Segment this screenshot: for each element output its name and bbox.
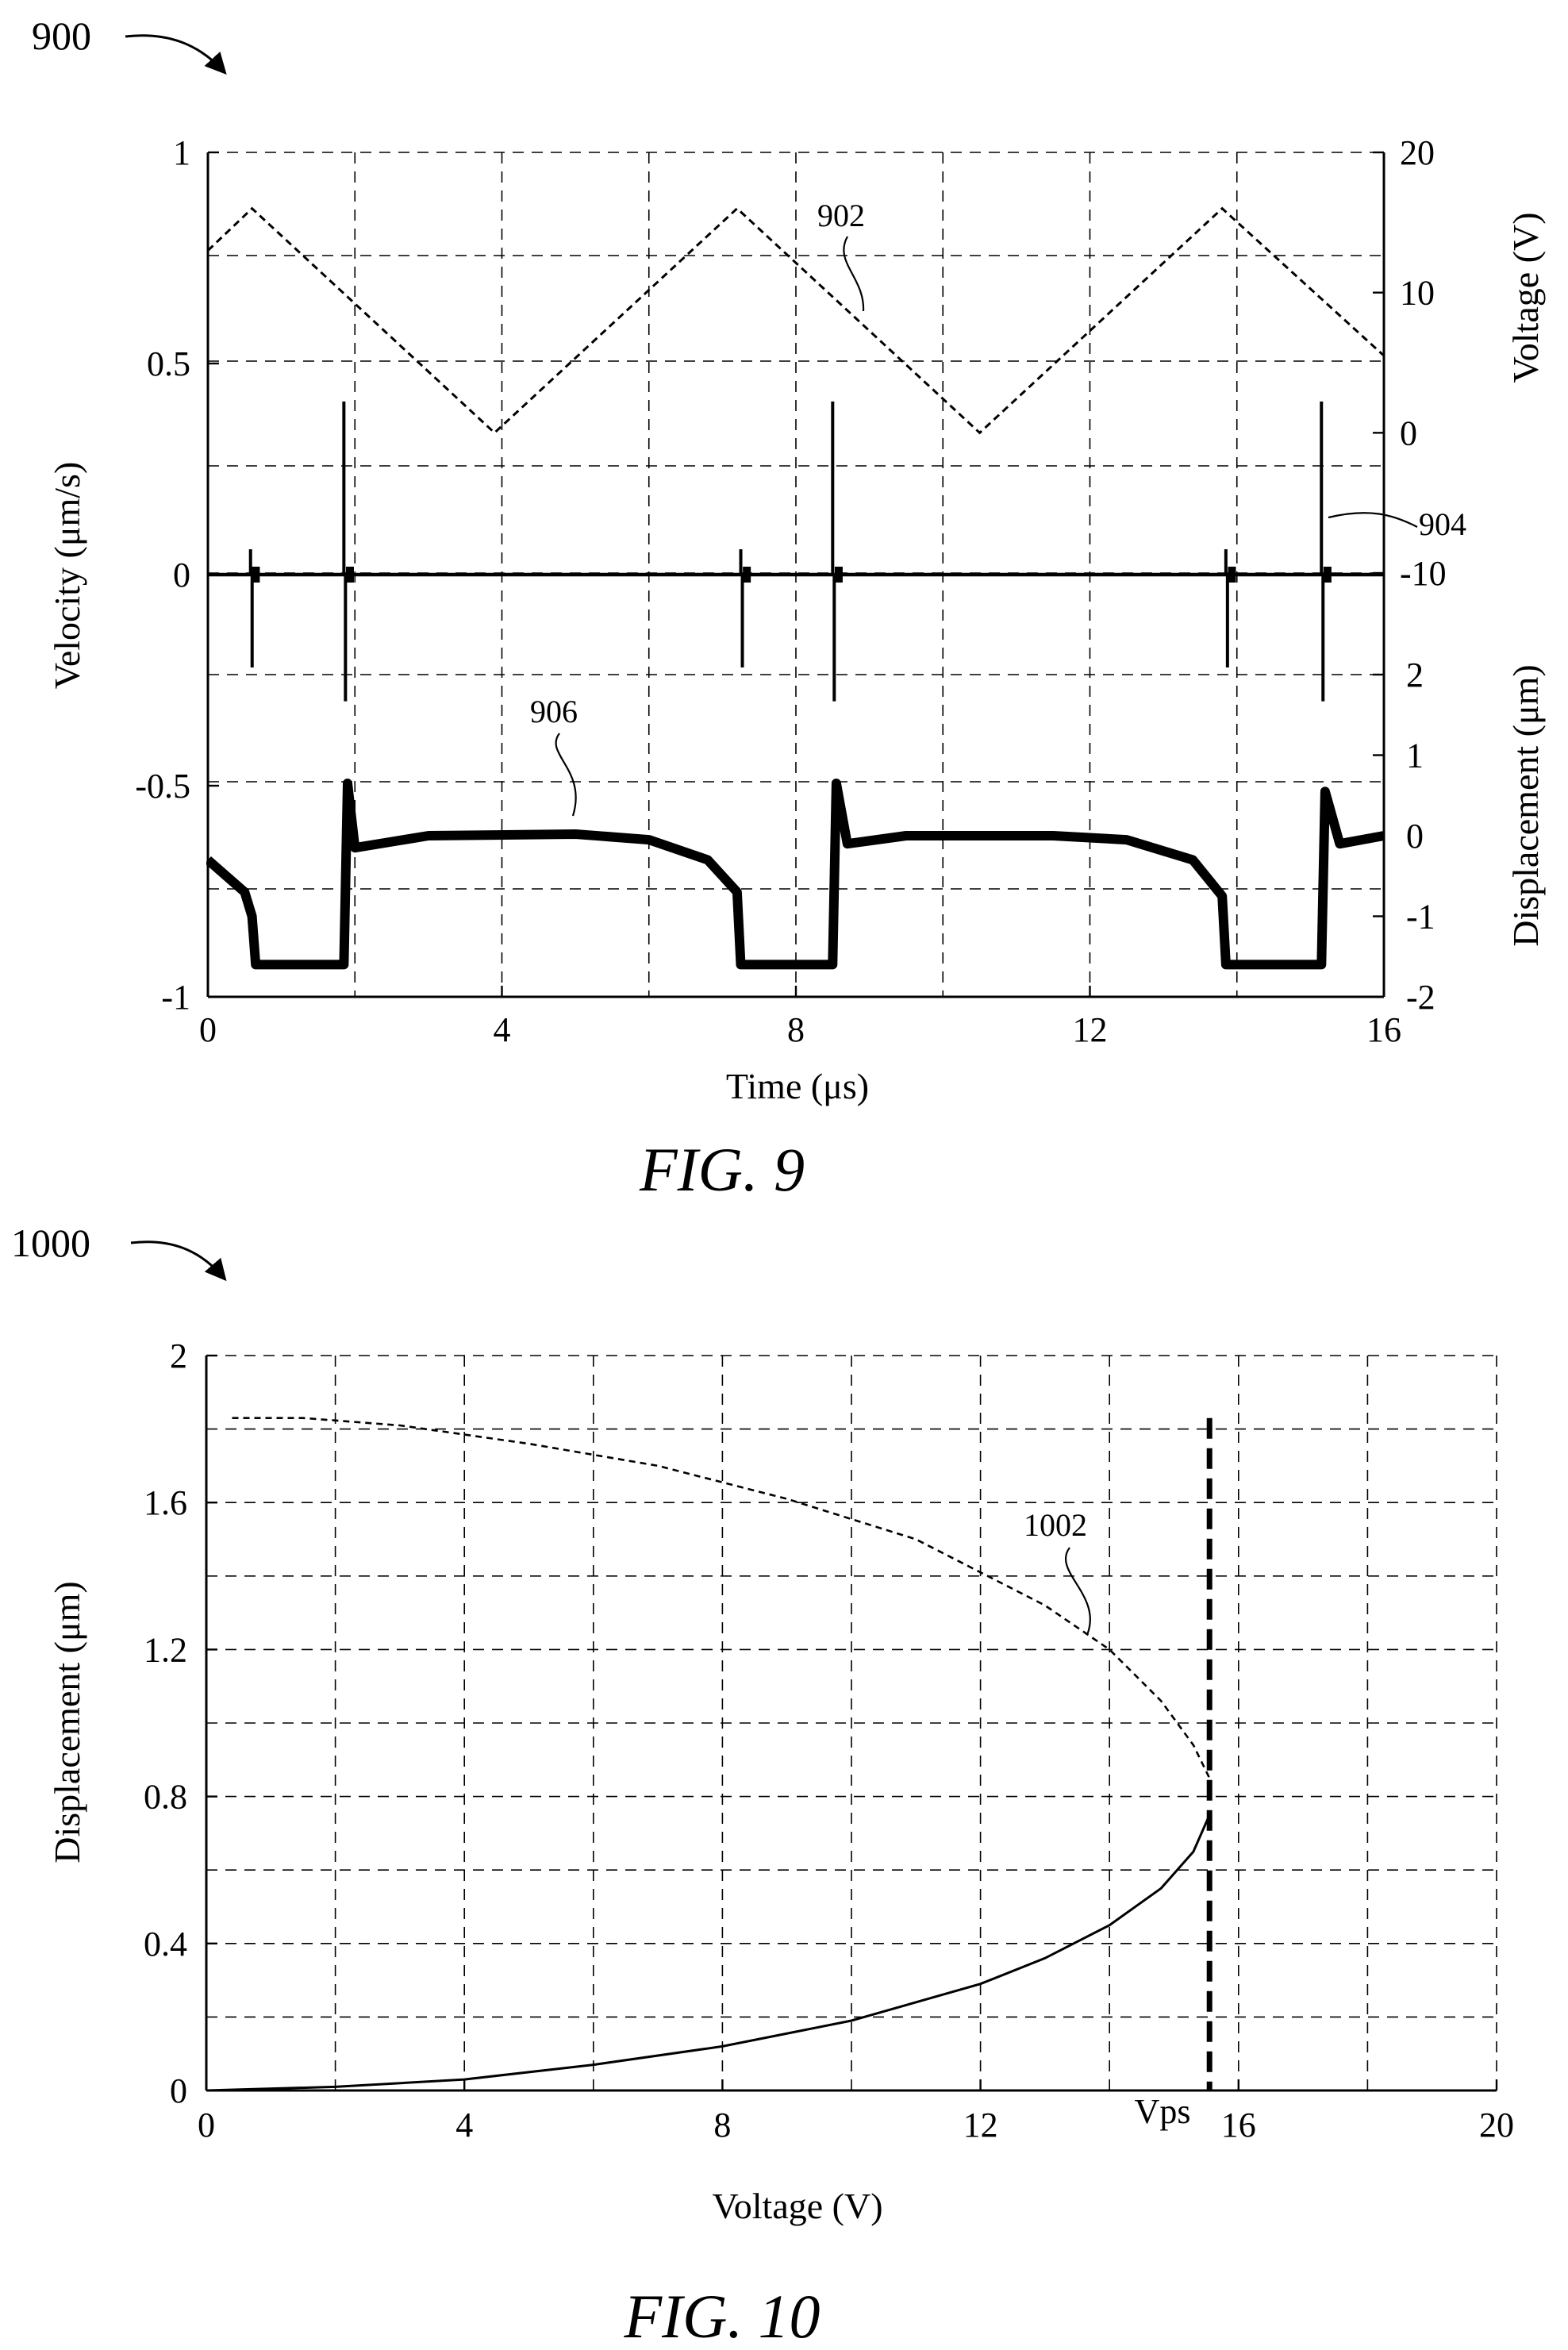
series-906-displacement-core [207,783,1385,966]
fig9-reference-number: 900 [32,13,91,58]
vps-label: Vps [1135,2092,1191,2131]
series-904-burst [345,567,354,583]
callout-904: 904 [1419,506,1466,542]
fig9-voltage-tick-label: -10 [1400,554,1447,593]
fig9-velocity-tick-label: -1 [161,978,190,1017]
fig9-displacement-tick-label: -1 [1406,898,1435,937]
callout-902: 902 [817,198,865,233]
fig10-y-tick-label: 0.8 [144,1778,187,1817]
fig10-x-tick-label: 16 [1221,2106,1256,2144]
fig9-plot-area [206,206,1385,970]
fig9-x-axis-label: Time (μs) [726,1066,869,1106]
fig9-x-tick-label: 4 [494,1010,511,1049]
callout-904-leader [1328,512,1418,528]
fig9-displacement-tick-label: 2 [1406,656,1424,694]
series-902-voltage-line [206,206,1385,435]
series-904-burst [834,567,843,583]
fig10-y-tick-label: 0 [170,2071,187,2110]
fig10-y-tick-label: 1.6 [144,1483,187,1522]
fig10-axes [205,1354,1498,2092]
fig9-displacement-tick-label: 0 [1406,817,1424,856]
fig9-y-axis-label-velocity: Velocity (μm/s) [47,462,87,690]
fig9-axes [206,151,1385,998]
series-1002-upper-branch [232,1417,1211,1779]
fig10-y-tick-label: 1.2 [144,1630,187,1669]
callout-1002-leader [1064,1547,1091,1636]
fig10-y-tick-label: 2 [170,1337,187,1375]
fig9-displacement-tick-label: -2 [1406,978,1435,1017]
figure-10: 1000 0 4 8 12 16 20 2 1.6 1.2 0.8 0.4 0 Voltage (V)… [11,1221,1514,2350]
fig10-x-axis-label: Voltage (V) [712,2186,882,2226]
fig9-voltage-tick-label: 0 [1400,413,1417,452]
fig9-displacement-tick-label: 1 [1406,737,1424,775]
fig9-y-axis-label-voltage: Voltage (V) [1505,212,1546,383]
fig9-velocity-tick-label: 0 [173,556,190,594]
fig9-x-tick-label: 8 [787,1010,805,1049]
fig9-voltage-tick-label: 10 [1400,274,1435,313]
series-904-burst [1228,567,1236,583]
callout-906-leader [555,733,577,817]
fig10-reference-number: 1000 [11,1221,90,1265]
fig10-grid [206,1355,1497,2090]
fig9-x-tick-label: 16 [1366,1010,1401,1049]
fig10-x-tick-label: 12 [963,2106,998,2144]
callout-906: 906 [530,694,578,729]
fig10-tick-labels: 0 4 8 12 16 20 2 1.6 1.2 0.8 0.4 0 [144,1337,1514,2144]
fig10-reference-arrow [130,1240,227,1282]
series-904-burst [252,567,260,583]
fig9-callouts: 902 904 906 [530,198,1466,817]
callout-902-leader [843,236,865,312]
fig10-caption: FIG. 10 [624,2282,821,2350]
fig9-reference-arrow [125,34,227,75]
series-904-burst [743,567,751,583]
fig9-y-axis-label-displacement: Displacement (μm) [1505,664,1546,947]
series-904-burst [1323,567,1332,583]
fig9-x-tick-label: 12 [1073,1010,1108,1049]
fig9-voltage-tick-label: 20 [1400,133,1435,172]
fig10-y-axis-label: Displacement (μm) [47,1581,87,1863]
callout-1002: 1002 [1024,1507,1087,1543]
fig10-x-tick-label: 0 [198,2106,215,2144]
fig10-x-tick-label: 8 [713,2106,731,2144]
fig9-x-tick-label: 0 [199,1010,217,1049]
fig10-plot-area [206,1417,1213,2092]
fig10-y-tick-label: 0.4 [144,1925,187,1963]
fig9-velocity-tick-label: 0.5 [147,344,190,383]
fig10-x-tick-label: 4 [455,2106,473,2144]
fig10-x-tick-label: 20 [1479,2106,1514,2144]
fig9-velocity-tick-label: 1 [173,133,190,172]
series-1002-lower-branch [206,1814,1211,2092]
fig9-caption: FIG. 9 [639,1135,805,1204]
fig9-velocity-tick-label: -0.5 [135,767,190,806]
